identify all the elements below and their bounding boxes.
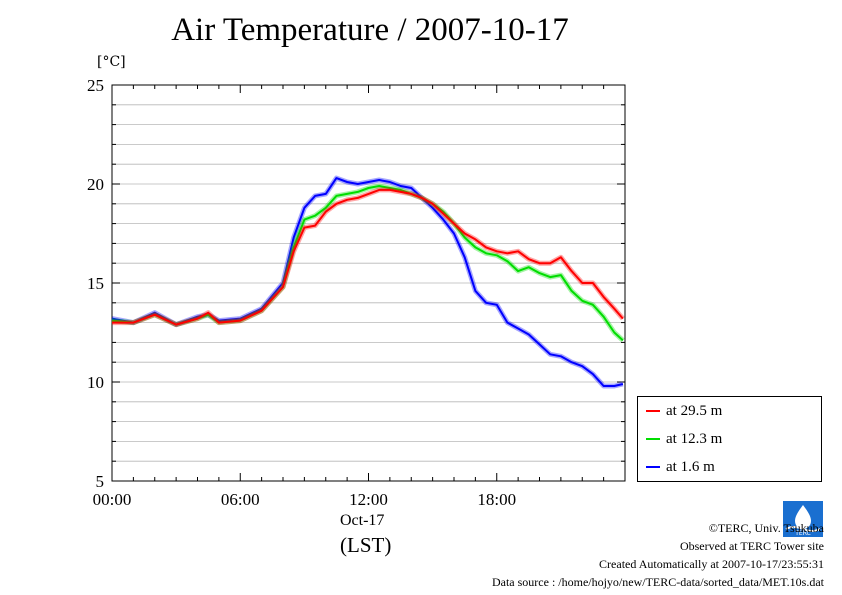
y-tick-label: 25 xyxy=(87,76,104,95)
legend-label: at 29.5 m xyxy=(666,402,723,419)
legend-label: at 1.6 m xyxy=(666,458,715,475)
legend-item-29-5m: at 29.5 m xyxy=(646,401,722,421)
legend-swatch-red xyxy=(646,410,660,412)
x-tick-label: 12:00 xyxy=(349,490,388,509)
legend-item-1-6m: at 1.6 m xyxy=(646,457,715,477)
y-tick-label: 15 xyxy=(87,274,104,293)
x-tick-label: 00:00 xyxy=(93,490,132,509)
credit-source: Data source : /home/hojyo/new/TERC-data/… xyxy=(491,575,824,589)
credits-block: ©TERC, Univ. Tsukuba Observed at TERC To… xyxy=(492,519,824,591)
y-axis-unit-label: [°C] xyxy=(97,54,126,70)
legend-swatch-blue xyxy=(646,466,660,468)
y-tick-label: 20 xyxy=(87,175,104,194)
logo-text: TERC xyxy=(794,530,811,537)
y-tick-label: 5 xyxy=(96,472,105,491)
credit-copyright: ©TERC, Univ. Tsukuba xyxy=(708,521,824,535)
series-line xyxy=(111,177,624,387)
credit-site: Observed at TERC Tower site xyxy=(679,539,824,553)
chart-title: Air Temperature / 2007-10-17 xyxy=(171,12,569,48)
chart-legend: at 29.5 m at 12.3 m at 1.6 m xyxy=(637,396,822,482)
credit-created: Created Automatically at 2007-10-17/23:5… xyxy=(599,557,824,571)
x-axis-date-label: Oct-17 xyxy=(340,512,385,529)
x-tick-label: 06:00 xyxy=(221,490,260,509)
x-axis-unit-label: (LST) xyxy=(340,533,392,557)
series-halo xyxy=(112,187,625,328)
legend-item-12-3m: at 12.3 m xyxy=(646,429,722,449)
terc-logo: TERC xyxy=(783,501,823,537)
series-line xyxy=(112,188,624,326)
series-halo xyxy=(111,175,624,389)
legend-swatch-green xyxy=(646,438,660,440)
x-tick-label: 18:00 xyxy=(477,490,516,509)
y-tick-label: 10 xyxy=(87,373,104,392)
legend-label: at 12.3 m xyxy=(666,430,723,447)
